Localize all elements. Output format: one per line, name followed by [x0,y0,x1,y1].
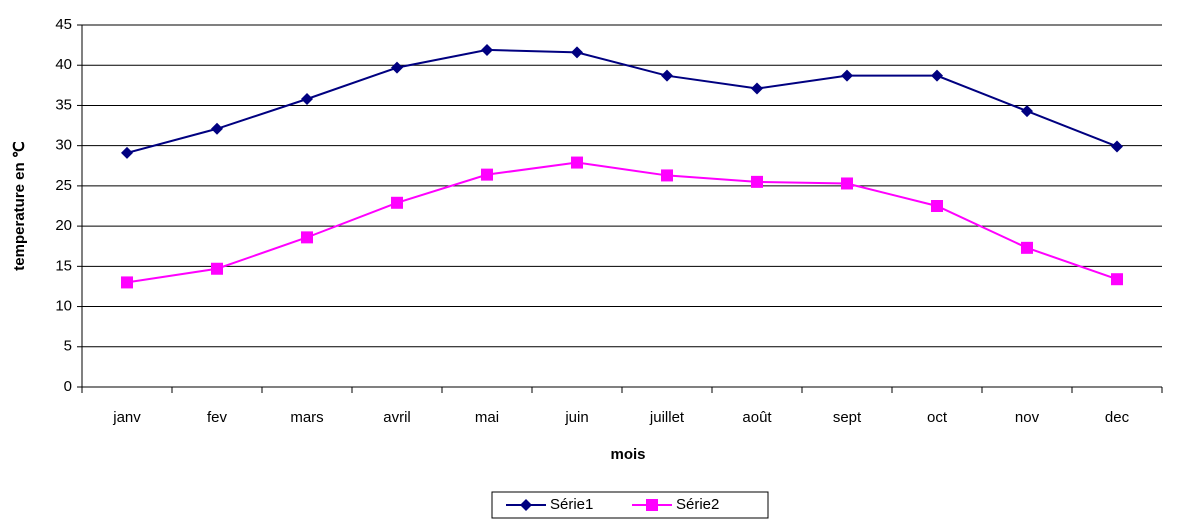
data-point [301,231,313,244]
data-point [931,69,943,82]
x-tick-label: oct [927,409,948,426]
y-axis-label: temperature en ℃ [11,141,28,271]
y-tick-label: 45 [55,16,72,33]
y-tick-label: 15 [55,257,72,274]
y-tick-label: 35 [55,96,72,113]
data-point [301,93,313,106]
x-tick-label: juin [564,409,588,426]
data-point [751,175,763,188]
x-tick-label: fev [207,409,228,426]
y-tick-label: 0 [64,378,72,395]
series-line [126,48,1118,154]
x-tick-label: janv [112,409,141,426]
x-tick-label: sept [833,409,862,426]
data-point [1111,273,1123,286]
y-tick-label: 25 [55,177,72,194]
data-point [661,69,673,82]
data-point [841,69,853,82]
data-point [121,146,133,159]
data-point [1021,241,1033,254]
data-point [391,61,403,74]
x-tick-label: juillet [649,409,685,426]
x-tick-label: août [742,409,772,426]
x-tick-label: mars [290,409,323,426]
y-tick-label: 40 [55,56,72,73]
data-point [1111,140,1123,153]
legend-marker [520,499,532,511]
data-point [211,122,223,135]
data-point [481,168,493,181]
x-axis-label: mois [610,446,645,463]
data-point [841,177,853,190]
data-point [121,276,133,289]
data-point [661,169,673,182]
y-tick-label: 10 [55,298,72,315]
data-point [571,46,583,59]
data-point [391,196,403,209]
x-tick-label: nov [1015,409,1040,426]
data-point [1021,105,1033,118]
y-tick-label: 30 [55,137,72,154]
data-point [751,82,763,95]
y-tick-label: 20 [55,217,72,234]
x-tick-label: dec [1105,409,1130,426]
legend-label: Série1 [550,496,593,513]
data-point [481,43,493,56]
legend-marker [646,499,658,511]
y-tick-label: 5 [64,338,72,355]
data-point [211,262,223,275]
data-point [571,156,583,169]
series-line [126,161,1118,284]
legend-label: Série2 [676,496,719,513]
x-tick-label: mai [475,409,499,426]
x-tick-label: avril [383,409,411,426]
data-point [931,200,943,212]
